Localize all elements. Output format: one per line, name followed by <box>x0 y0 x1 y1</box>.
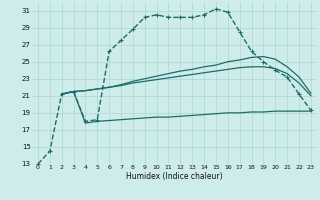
X-axis label: Humidex (Indice chaleur): Humidex (Indice chaleur) <box>126 172 223 181</box>
